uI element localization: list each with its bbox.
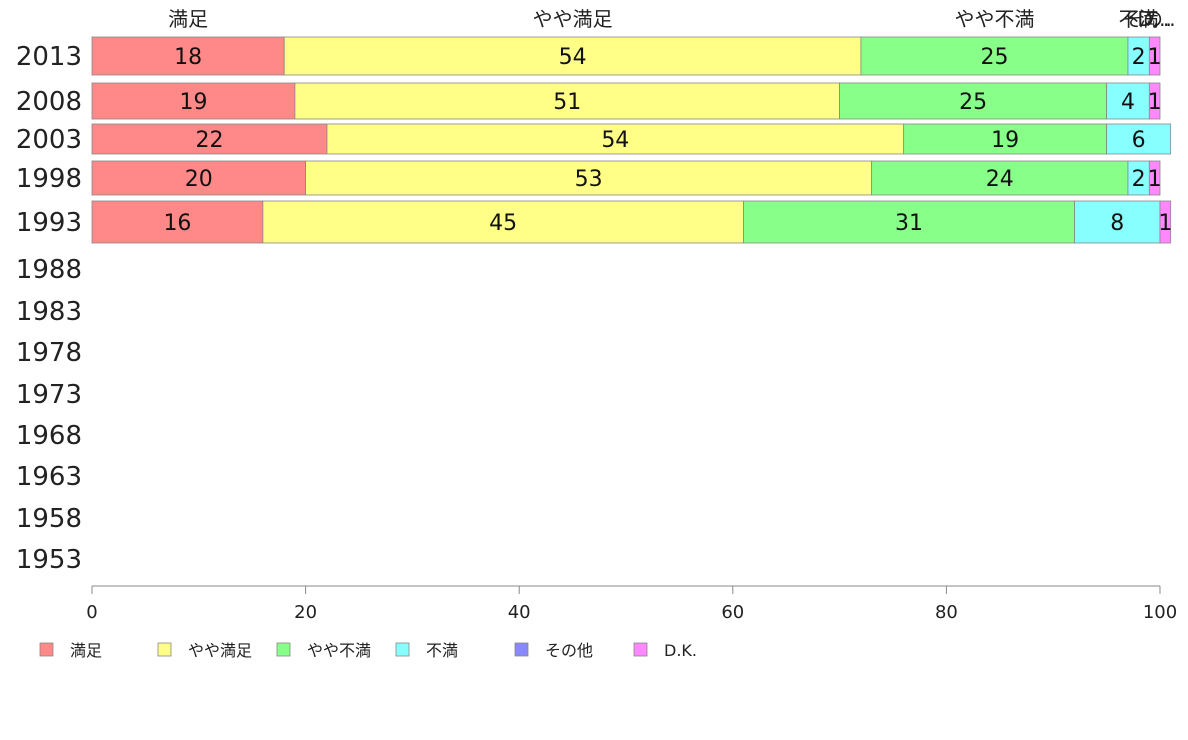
bar-segment: [1106, 82, 1150, 120]
year-label: 2003: [16, 125, 82, 155]
bar-segment: [91, 82, 296, 120]
bar-value-label: 53: [575, 167, 603, 192]
x-tick-label: 0: [86, 602, 97, 623]
bar-segment: [1106, 123, 1172, 155]
year-label: 2013: [16, 42, 82, 72]
year-label: 1998: [16, 164, 82, 194]
bar-value-label: 22: [195, 128, 223, 153]
bar-segment: [294, 82, 841, 120]
year-label: 1968: [16, 421, 82, 451]
legend-swatch: [157, 642, 172, 657]
bar-value-label: 1: [1148, 45, 1162, 70]
legend-swatch: [39, 642, 54, 657]
bar-value-label: 24: [986, 167, 1014, 192]
year-label: 1963: [16, 462, 82, 492]
legend-label: やや満足: [188, 641, 252, 660]
bar-segment: [743, 200, 1075, 244]
year-label: 1958: [16, 504, 82, 534]
x-tick-label: 40: [508, 602, 531, 623]
bar-value-label: 54: [559, 45, 587, 70]
legend-label: やや不満: [307, 641, 371, 660]
bar-segment: [1159, 200, 1172, 244]
bar-segment: [91, 123, 328, 155]
bar-segment: [1074, 200, 1161, 244]
bar-value-label: 25: [959, 90, 987, 115]
year-label: 1953: [16, 545, 82, 575]
bar-value-label: 25: [980, 45, 1008, 70]
bar-value-label: 18: [174, 45, 202, 70]
column-label: D...: [1137, 7, 1171, 31]
bar-segment: [839, 82, 1107, 120]
legend-label: その他: [545, 641, 593, 660]
bar-value-label: 19: [179, 90, 207, 115]
column-label: やや満足: [533, 7, 613, 31]
legend-label: 満足: [70, 641, 102, 660]
legend-swatch: [395, 642, 410, 657]
bar-value-label: 4: [1121, 90, 1135, 115]
year-label: 2008: [16, 87, 82, 117]
year-label: 1978: [16, 338, 82, 368]
column-label: やや不満: [954, 7, 1034, 31]
bar-value-label: 20: [185, 167, 213, 192]
year-label: 1983: [16, 297, 82, 327]
legend-label: 不満: [426, 641, 458, 660]
bar-value-label: 1: [1148, 167, 1162, 192]
x-tick-label: 80: [935, 602, 958, 623]
year-label: 1993: [16, 208, 82, 238]
legend-swatch: [514, 642, 529, 657]
bar-segment: [91, 160, 307, 196]
bar-segment: [1148, 36, 1161, 76]
year-label: 1973: [16, 380, 82, 410]
bar-segment: [91, 36, 285, 76]
bar-value-label: 6: [1132, 128, 1146, 153]
bar-value-label: 54: [601, 128, 629, 153]
bar-value-label: 45: [489, 211, 517, 236]
bar-value-label: 8: [1110, 211, 1124, 236]
bar-segment: [91, 200, 264, 244]
column-label: 満足: [168, 7, 208, 31]
bar-segment: [1148, 160, 1161, 196]
legend-swatch: [633, 642, 648, 657]
bar-segment: [1148, 82, 1161, 120]
x-tick-label: 60: [721, 602, 744, 623]
bar-segment: [871, 160, 1129, 196]
bar-value-label: 1: [1148, 90, 1162, 115]
bar-value-label: 16: [163, 211, 191, 236]
column-label: その..: [1123, 7, 1176, 31]
bar-value-label: 19: [991, 128, 1019, 153]
bar-value-label: 2: [1132, 167, 1146, 192]
bar-value-label: 51: [553, 90, 581, 115]
year-label: 1988: [16, 255, 82, 285]
x-tick-label: 100: [1143, 602, 1177, 623]
x-tick-label: 20: [294, 602, 317, 623]
bar-segment: [305, 160, 873, 196]
column-label: 不満: [1119, 7, 1159, 31]
legend-label: D.K.: [664, 641, 697, 660]
bar-segment: [262, 200, 744, 244]
bar-value-label: 31: [895, 211, 923, 236]
bar-value-label: 2: [1132, 45, 1146, 70]
legend-swatch: [276, 642, 291, 657]
bar-segment: [903, 123, 1107, 155]
bar-value-label: 1: [1158, 211, 1172, 236]
